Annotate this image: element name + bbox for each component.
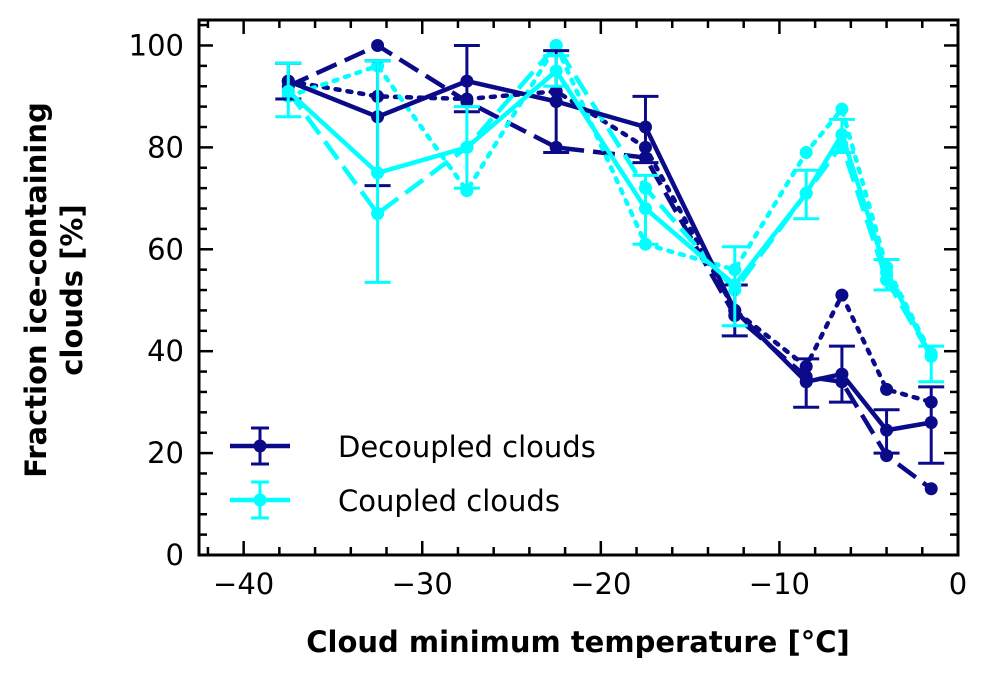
series-1-point-3	[549, 64, 563, 78]
x-tick-label-0: −40	[213, 567, 274, 601]
y-tick-label-4: 80	[147, 130, 184, 164]
series-1-point-0	[281, 84, 295, 98]
line-dotted-3	[286, 43, 934, 356]
plot-lines	[275, 38, 945, 496]
line-dashed-0-point-1	[371, 38, 385, 52]
line-dotted-3-point-6	[799, 145, 813, 159]
legend-entry-coupled: Coupled clouds	[230, 480, 560, 520]
series-1-point-6	[799, 186, 813, 200]
y-tick-label-2: 40	[147, 334, 184, 368]
legend: Decoupled clouds Coupled clouds	[230, 426, 596, 520]
x-tick-label-2: −20	[570, 567, 631, 601]
series-1-point-8	[880, 265, 894, 279]
y-axis-title-line-2: clouds [%]	[55, 204, 89, 375]
series-0-point-6	[799, 375, 813, 389]
axis-ticks	[199, 20, 960, 557]
series-1-point-5	[728, 278, 742, 292]
line-dotted-1-point-7	[835, 288, 849, 302]
x-tick-label-3: −10	[749, 567, 810, 601]
series-1-point-4	[638, 202, 652, 216]
series-1-point-9	[924, 349, 938, 363]
line-dashed-2	[286, 43, 934, 358]
series-1-point-1	[371, 166, 385, 180]
line-dotted-1-point-8	[880, 382, 894, 396]
series-1-line	[286, 68, 934, 358]
series-0-point-8	[880, 423, 894, 437]
tick-labels: −40 −30 −20 −10 0 0 20 40 60 80 100	[129, 28, 968, 601]
series-0-point-2	[460, 74, 474, 88]
y-axis-title-line-1: Fraction ice-containing	[19, 102, 53, 477]
line-dotted-3-point-3	[549, 38, 563, 52]
legend-marker-coupled	[253, 493, 267, 507]
legend-marker-decoupled	[253, 439, 267, 453]
series-0-point-4	[638, 120, 652, 134]
series-1-point-2	[460, 140, 474, 154]
legend-label-coupled: Coupled clouds	[338, 484, 560, 518]
legend-entry-decoupled: Decoupled clouds	[230, 426, 596, 466]
y-tick-label-5: 100	[129, 28, 184, 62]
series-1-point-7	[835, 128, 849, 142]
line-dashed-0-point-9	[924, 482, 938, 496]
y-tick-label-1: 20	[147, 436, 184, 470]
y-tick-label-0: 0	[166, 538, 184, 572]
plot-frame	[197, 18, 960, 557]
x-tick-label-4: 0	[949, 567, 967, 601]
series-0-point-7	[835, 367, 849, 381]
x-axis-title: Cloud minimum temperature [°C]	[306, 625, 849, 659]
line-dotted-3-point-7	[835, 102, 849, 116]
series-0-point-3	[549, 95, 563, 109]
series-0-line	[287, 78, 932, 433]
y-axis-title: Fraction ice-containing clouds [%]	[19, 102, 89, 477]
series-0-point-9	[924, 416, 938, 430]
x-tick-label-1: −30	[392, 567, 453, 601]
y-tick-label-3: 60	[147, 232, 184, 266]
legend-label-decoupled: Decoupled clouds	[338, 430, 596, 464]
